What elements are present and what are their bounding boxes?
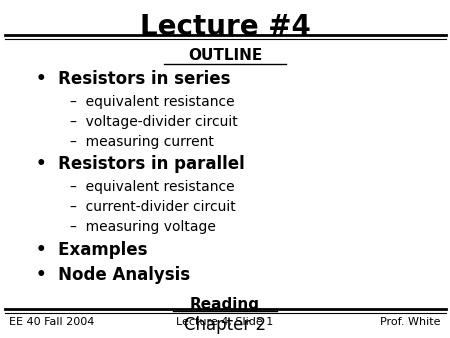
Text: EE 40 Fall 2004: EE 40 Fall 2004 [9, 317, 94, 327]
Text: •  Resistors in parallel: • Resistors in parallel [36, 155, 245, 173]
Text: –  current-divider circuit: – current-divider circuit [70, 200, 235, 214]
Text: –  equivalent resistance: – equivalent resistance [70, 95, 234, 109]
Text: •  Resistors in series: • Resistors in series [36, 70, 230, 88]
Text: OUTLINE: OUTLINE [188, 48, 262, 64]
Text: •  Examples: • Examples [36, 241, 148, 259]
Text: –  equivalent resistance: – equivalent resistance [70, 180, 234, 194]
Text: –  measuring current: – measuring current [70, 135, 214, 149]
Text: –  measuring voltage: – measuring voltage [70, 220, 216, 235]
Text: Lecture #4: Lecture #4 [140, 14, 310, 41]
Text: –  voltage-divider circuit: – voltage-divider circuit [70, 115, 238, 129]
Text: Reading: Reading [190, 297, 260, 312]
Text: •  Node Analysis: • Node Analysis [36, 266, 190, 284]
Text: Prof. White: Prof. White [381, 317, 441, 327]
Text: Chapter 2: Chapter 2 [184, 316, 266, 334]
Text: Lecture 4, Slide 1: Lecture 4, Slide 1 [176, 317, 274, 327]
